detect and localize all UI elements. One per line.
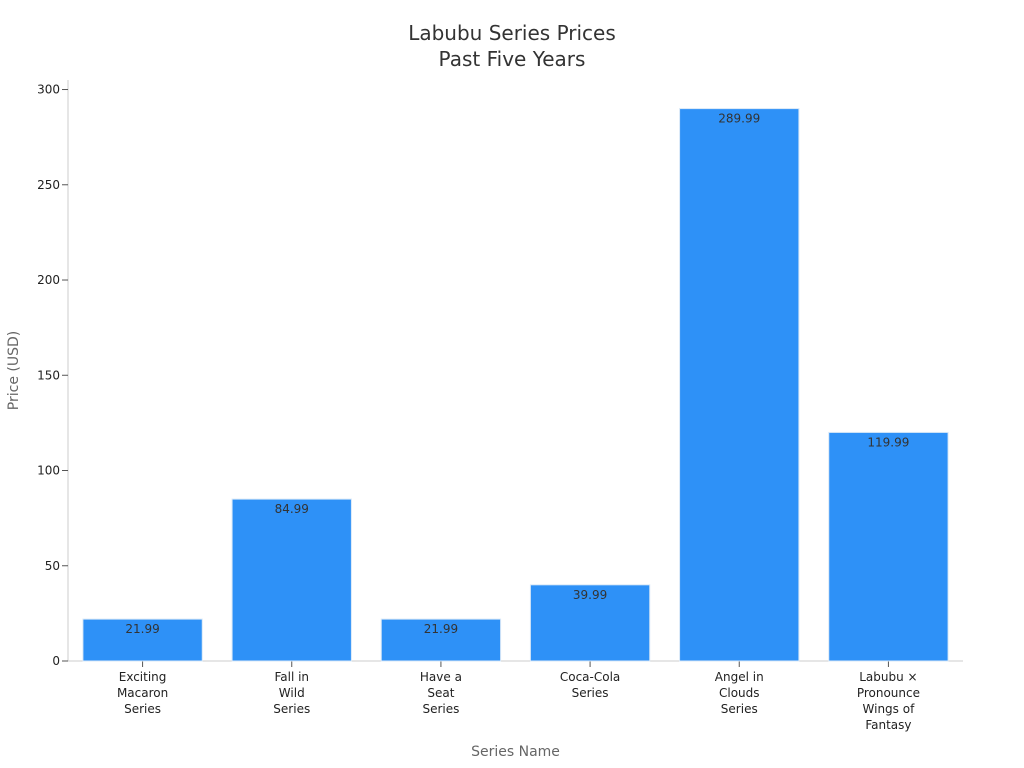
chart-title-line: Past Five Years (439, 47, 586, 71)
x-tick-label: Exciting Macaron Series (117, 670, 168, 716)
bar (529, 584, 651, 662)
y-axis: 0 50 100 150 200 250 300 (37, 80, 69, 668)
y-tick-label: 0 (52, 654, 60, 668)
bar (231, 498, 352, 662)
y-tick-label: 100 (37, 464, 60, 478)
bar (82, 618, 203, 662)
y-axis-title: Price (USD) (6, 331, 22, 410)
bars (82, 108, 949, 662)
chart-title-line: Labubu Series Prices (408, 21, 616, 45)
y-tick-label: 300 (37, 83, 60, 97)
x-tick-label: Fall in Wild Series (273, 670, 310, 716)
x-axis-title: Series Name (471, 744, 560, 760)
x-axis: Exciting Macaron Series Fall in Wild Series Ha… (68, 660, 963, 732)
bar (380, 618, 502, 662)
y-tick-label: 200 (37, 273, 60, 287)
bar (679, 108, 800, 662)
data-labels: 21.99 84.99 21.99 39.99 289.99 119.99 (125, 112, 909, 637)
y-tick-label: 150 (37, 368, 60, 382)
bar-value-label: 84.99 (275, 502, 309, 516)
bar (828, 431, 949, 662)
bar-value-label: 21.99 (424, 622, 458, 636)
x-tick-label: Coca-Cola Series (560, 670, 620, 700)
y-tick-label: 250 (37, 178, 60, 192)
bar-value-label: 39.99 (573, 588, 607, 602)
y-tick-label: 50 (45, 559, 60, 573)
bar-value-label: 119.99 (867, 435, 909, 449)
x-tick-label: Have a Seat Series (420, 670, 462, 716)
x-tick-label: Angel in Clouds Series (715, 670, 764, 716)
bar-value-label: 289.99 (718, 112, 760, 126)
bar-value-label: 21.99 (125, 622, 159, 636)
x-tick-label: Labubu × Pronounce Wings of Fantasy (857, 670, 920, 732)
